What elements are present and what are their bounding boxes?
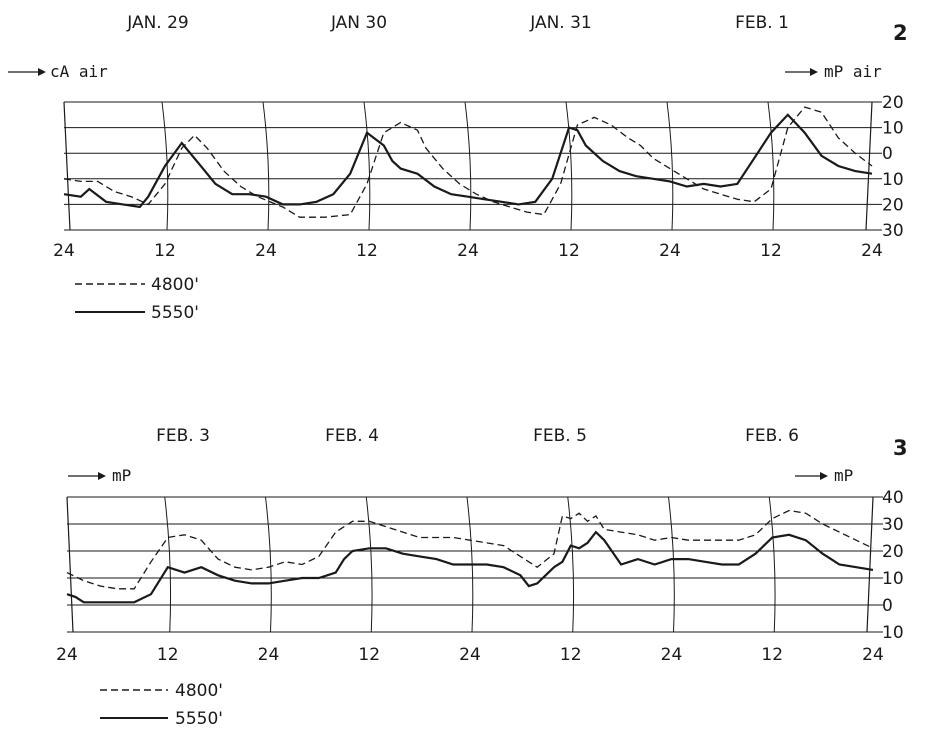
gridline-vertical <box>161 101 169 231</box>
y-tick-label: 10 <box>882 569 904 589</box>
x-tick-labels: 24 12 24 12 24 12 24 12 24 <box>56 645 884 665</box>
x-tick-label: 24 <box>861 241 883 261</box>
x-tick-label: 12 <box>761 645 783 665</box>
y-tick-label: 20 <box>882 93 904 113</box>
y-tick-label: 20 <box>882 195 904 215</box>
gridline-vertical <box>365 496 373 633</box>
gridline-vertical <box>567 496 575 633</box>
gridline-vertical <box>565 101 573 231</box>
legend-label: 5550' <box>175 709 223 729</box>
x-tick-label: 24 <box>457 241 479 261</box>
gridline-vertical <box>666 101 674 231</box>
x-tick-labels: 24 12 24 12 24 12 24 12 24 <box>53 241 883 261</box>
date-label: FEB. 3 <box>156 426 210 446</box>
series-line-4800ft <box>63 106 873 218</box>
date-label: JAN. 31 <box>529 13 592 33</box>
x-tick-label: 24 <box>862 645 884 665</box>
y-tick-label: 0 <box>882 144 893 164</box>
date-label: FEB. 6 <box>745 426 799 446</box>
air-mass-right-label: mP <box>834 466 853 485</box>
legend: 4800' 5550' <box>100 681 223 729</box>
plot-series <box>63 106 873 218</box>
panel-number: 2 <box>893 21 908 45</box>
gridline-vertical <box>464 101 472 231</box>
y-tick-label: 30 <box>882 515 904 535</box>
air-mass-arrow-left <box>8 68 46 76</box>
gridline-vertical <box>262 101 270 231</box>
series-line-5550ft <box>63 113 873 209</box>
legend-label: 5550' <box>151 303 199 323</box>
y-tick-label: 20 <box>882 542 904 562</box>
y-tick-label: 0 <box>882 596 893 616</box>
gridline-vertical <box>668 496 675 633</box>
y-tick-label: 40 <box>882 488 904 508</box>
x-tick-label: 24 <box>53 241 75 261</box>
gridline-vertical <box>363 101 371 231</box>
x-tick-label: 12 <box>558 241 580 261</box>
x-tick-label: 12 <box>560 645 582 665</box>
y-tick-labels: 40 30 20 10 0 10 <box>882 488 904 643</box>
x-tick-label: 24 <box>255 241 277 261</box>
series-line-4800ft <box>66 509 874 590</box>
air-mass-arrow-right <box>785 68 818 76</box>
series-line-5550ft <box>66 530 874 604</box>
y-tick-labels: 20 10 0 10 20 30 <box>882 93 904 241</box>
x-tick-label: 12 <box>358 645 380 665</box>
y-tick-label: 30 <box>882 221 904 241</box>
x-tick-label: 12 <box>157 645 179 665</box>
y-tick-label: 10 <box>882 623 904 643</box>
date-label: JAN 30 <box>330 13 387 33</box>
date-label: FEB. 1 <box>735 13 789 33</box>
gridline-vertical <box>164 496 172 633</box>
x-tick-label: 12 <box>760 241 782 261</box>
y-tick-label: 10 <box>882 170 904 190</box>
date-label: FEB. 4 <box>325 426 379 446</box>
air-mass-arrow-right <box>795 472 828 480</box>
date-label: FEB. 5 <box>533 426 587 446</box>
x-tick-label: 24 <box>459 645 481 665</box>
legend: 4800' 5550' <box>75 275 199 323</box>
air-mass-arrow-left <box>68 472 106 480</box>
x-tick-label: 24 <box>56 645 78 665</box>
x-tick-label: 12 <box>356 241 378 261</box>
air-mass-right-label: mP air <box>824 62 882 81</box>
legend-label: 4800' <box>151 275 199 295</box>
x-tick-label: 24 <box>659 241 681 261</box>
panel-number: 3 <box>893 436 908 460</box>
date-label: JAN. 29 <box>126 13 189 33</box>
panel-2: JAN. 29 JAN 30 JAN. 31 FEB. 1 2 cA air m… <box>8 13 908 323</box>
gridline-vertical <box>265 496 272 633</box>
gridline-vertical <box>767 101 775 231</box>
air-mass-left-label: cA air <box>50 62 108 81</box>
plot-grid <box>66 496 883 633</box>
gridline-vertical <box>768 496 776 633</box>
x-tick-label: 24 <box>258 645 280 665</box>
panel-3: FEB. 3 FEB. 4 FEB. 5 FEB. 6 3 mP mP 40 30… <box>56 426 907 729</box>
x-tick-label: 24 <box>661 645 683 665</box>
y-tick-label: 10 <box>882 119 904 139</box>
plot-grid <box>63 101 882 231</box>
plot-frame-right <box>865 101 873 231</box>
plot-frame-left <box>66 496 74 633</box>
plot-frame-right <box>866 496 874 633</box>
air-mass-left-label: mP <box>112 466 131 485</box>
plot-frame-left <box>63 101 71 231</box>
legend-label: 4800' <box>175 681 223 701</box>
x-tick-label: 12 <box>154 241 176 261</box>
plot-series <box>66 509 874 604</box>
